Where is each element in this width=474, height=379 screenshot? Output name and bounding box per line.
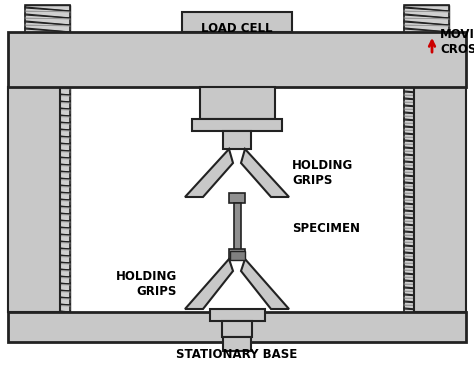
Bar — [182, 12, 292, 32]
Polygon shape — [185, 149, 233, 197]
Polygon shape — [185, 259, 233, 309]
Text: HOLDING
GRIPS: HOLDING GRIPS — [292, 159, 353, 187]
Bar — [8, 312, 466, 342]
Bar — [404, 5, 449, 340]
Bar — [223, 131, 251, 149]
Text: SPECIMEN: SPECIMEN — [292, 222, 360, 235]
Text: STATIONARY BASE: STATIONARY BASE — [176, 349, 298, 362]
Bar — [200, 87, 275, 119]
Bar — [234, 203, 241, 255]
Text: LOAD CELL: LOAD CELL — [201, 22, 273, 34]
Bar — [192, 119, 282, 131]
Text: HOLDING
GRIPS: HOLDING GRIPS — [116, 270, 177, 298]
Bar — [223, 337, 251, 351]
Bar — [404, 5, 449, 340]
Bar — [222, 321, 252, 337]
Bar — [25, 5, 70, 340]
Bar — [229, 193, 245, 203]
Bar — [229, 249, 245, 259]
Bar — [8, 87, 60, 312]
Bar — [414, 87, 466, 312]
Polygon shape — [241, 259, 289, 309]
Text: MOVING
CROSSHEAD: MOVING CROSSHEAD — [440, 28, 474, 56]
Bar — [230, 251, 245, 260]
Bar — [210, 309, 265, 321]
Polygon shape — [241, 149, 289, 197]
Bar — [25, 5, 70, 340]
Bar — [8, 32, 466, 87]
